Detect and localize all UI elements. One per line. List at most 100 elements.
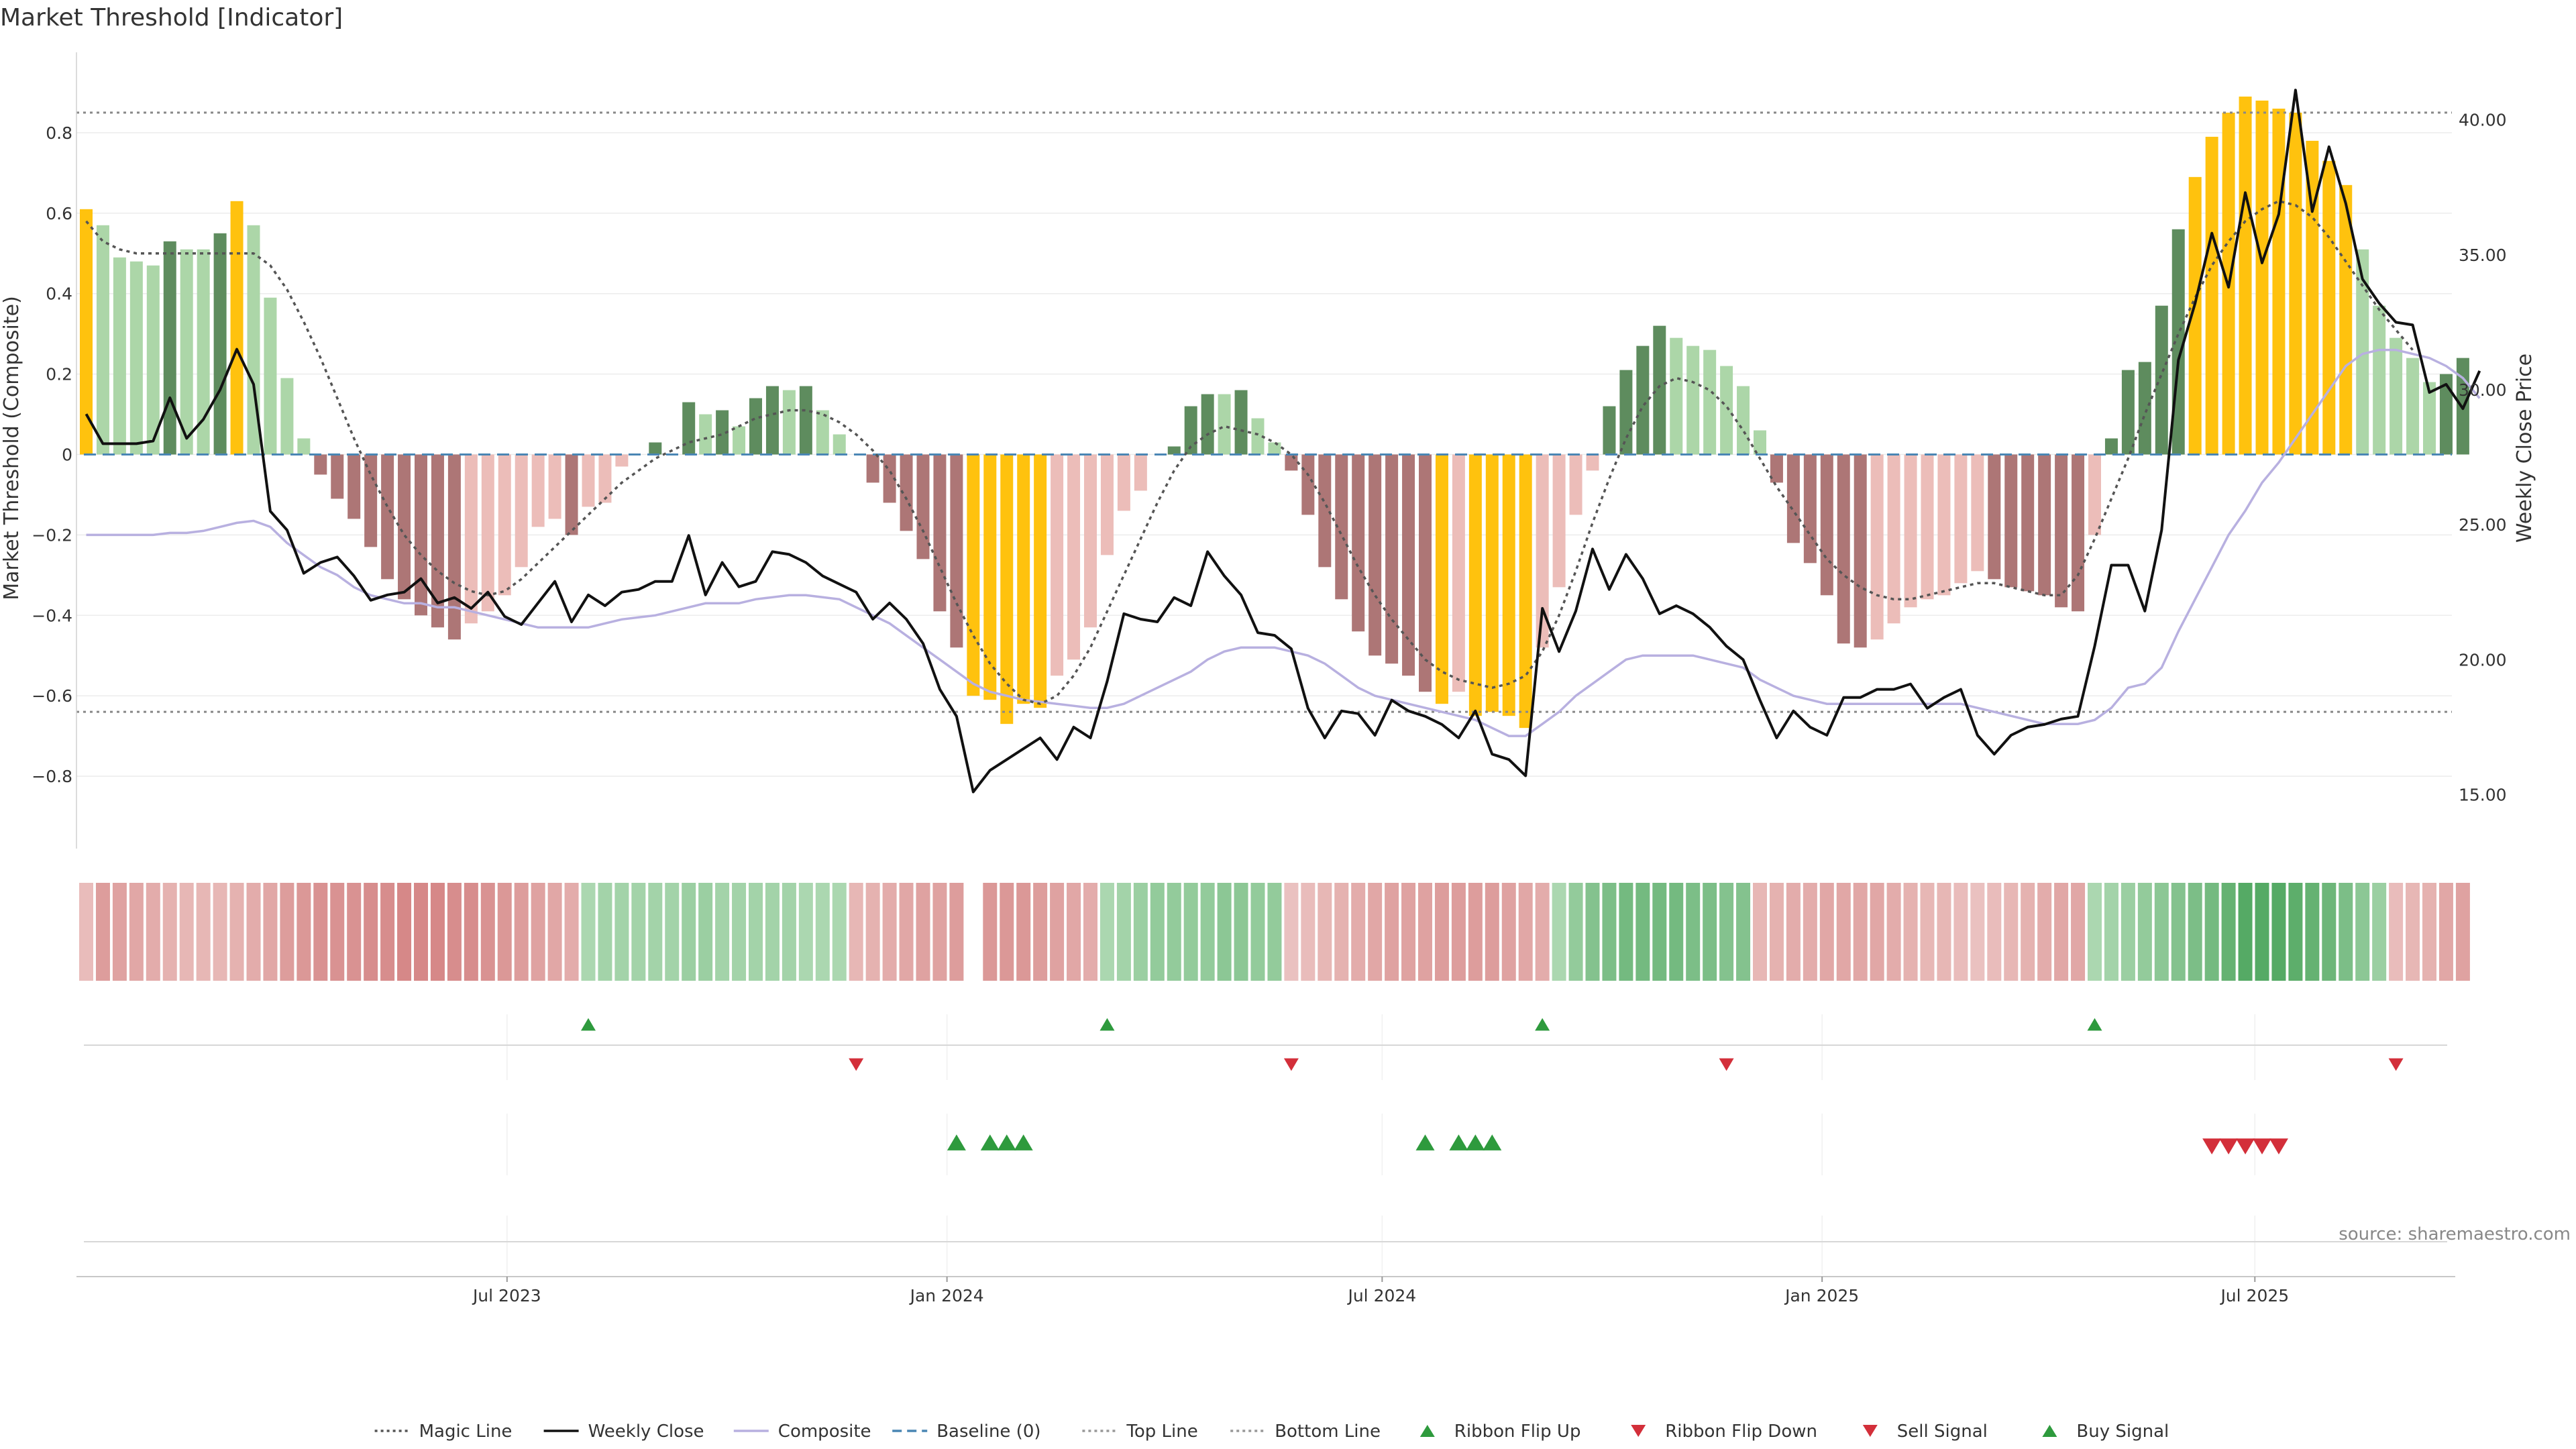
threshold-bar bbox=[1485, 454, 1499, 712]
ribbon-cell bbox=[95, 883, 110, 981]
ribbon-cell bbox=[2171, 883, 2186, 981]
threshold-bar bbox=[2255, 100, 2269, 455]
legend-label: Buy Signal bbox=[2076, 1421, 2169, 1442]
axes: −0.8 −0.6 −0.4 −0.2 0 0.2 0.4 0.6 0.8 15.00 20.00 2… bbox=[32, 52, 2507, 849]
threshold-bar bbox=[280, 378, 294, 455]
threshold-bar bbox=[415, 454, 427, 616]
threshold-bar bbox=[1770, 454, 1783, 483]
ribbon-cell bbox=[1719, 883, 1734, 981]
ribbon-cell bbox=[1284, 883, 1299, 981]
threshold-bar bbox=[799, 386, 812, 455]
ribbon-cell bbox=[1753, 883, 1767, 981]
threshold-bar bbox=[2121, 370, 2135, 455]
ribbon-cell bbox=[162, 883, 177, 981]
sell-signal-marker bbox=[2219, 1138, 2239, 1155]
y2-tick-label: 15.00 bbox=[2459, 786, 2507, 805]
ribbon-cell bbox=[196, 883, 211, 981]
ribbon-cell bbox=[815, 883, 830, 981]
ribbon-cell bbox=[1987, 883, 2002, 981]
threshold-bar bbox=[146, 265, 160, 455]
ribbon-cell bbox=[698, 883, 713, 981]
threshold-bar bbox=[1352, 454, 1365, 632]
y-tick-label: 0.4 bbox=[46, 284, 72, 304]
ribbon-cell bbox=[2021, 883, 2035, 981]
threshold-bar bbox=[1502, 454, 1515, 716]
threshold-bar bbox=[129, 261, 143, 455]
sell-signal-marker bbox=[2253, 1138, 2271, 1155]
legend-swatch bbox=[1419, 1425, 1435, 1437]
ribbon-cell bbox=[2255, 883, 2269, 981]
threshold-bar bbox=[2439, 374, 2453, 455]
threshold-bar bbox=[247, 225, 260, 455]
composite-line bbox=[86, 348, 2481, 737]
ribbon-cell bbox=[464, 883, 478, 981]
legend-swatch bbox=[1862, 1425, 1878, 1437]
threshold-bar bbox=[1117, 454, 1130, 511]
ribbon-cell bbox=[1970, 883, 1985, 981]
legend: Magic Line Weekly Close Composite Baseline … bbox=[374, 1421, 2169, 1442]
threshold-bar bbox=[1870, 454, 1884, 640]
threshold-bar bbox=[1653, 325, 1666, 455]
legend-label: Weekly Close bbox=[588, 1421, 704, 1442]
ribbon-cell bbox=[665, 883, 680, 981]
threshold-bar bbox=[1837, 454, 1850, 644]
legend-item: Ribbon Flip Up bbox=[1419, 1421, 1580, 1442]
ribbon-cell bbox=[1786, 883, 1801, 981]
ribbon-cell bbox=[564, 883, 579, 981]
ribbon-cell bbox=[1501, 883, 1516, 981]
threshold-bar bbox=[1301, 454, 1315, 515]
ribbon-cell bbox=[2305, 883, 2320, 981]
y-tick-label: −0.6 bbox=[32, 686, 72, 706]
threshold-bar bbox=[765, 386, 779, 455]
ribbon-cell bbox=[129, 883, 144, 981]
y-tick-label: 0.6 bbox=[46, 204, 72, 223]
threshold-bar bbox=[548, 454, 561, 519]
threshold-bar bbox=[1636, 345, 1650, 455]
legend-item: Top Line bbox=[1082, 1421, 1198, 1442]
series-lines bbox=[76, 89, 2481, 794]
ribbon-cell bbox=[2054, 883, 2069, 981]
ribbon-cell bbox=[263, 883, 278, 981]
ribbon-cell bbox=[2322, 883, 2337, 981]
x-tick-label: Jan 2025 bbox=[1784, 1286, 1859, 1305]
ribbon-cell bbox=[1267, 883, 1282, 981]
buy-signal-marker bbox=[1483, 1134, 1502, 1150]
ribbon-cell bbox=[916, 883, 930, 981]
ribbon-cell bbox=[146, 883, 160, 981]
y-tick-label: 0.2 bbox=[46, 365, 72, 384]
threshold-bar bbox=[983, 454, 997, 700]
threshold-bar bbox=[96, 225, 109, 455]
ribbon-cell bbox=[1016, 883, 1031, 981]
ribbon-cell bbox=[229, 883, 244, 981]
ribbon-cell bbox=[2406, 883, 2420, 981]
threshold-bar bbox=[347, 454, 361, 519]
threshold-bar bbox=[113, 257, 126, 455]
ribbon-cell bbox=[1401, 883, 1416, 981]
legend-item: Composite bbox=[733, 1421, 871, 1442]
threshold-bar bbox=[2390, 337, 2403, 455]
ribbon-cell bbox=[1485, 883, 1499, 981]
threshold-bar bbox=[1335, 454, 1348, 600]
threshold-bar bbox=[2406, 358, 2420, 455]
x-tick-label: Jul 2024 bbox=[1346, 1286, 1416, 1305]
ribbon-cell bbox=[1050, 883, 1065, 981]
ribbon-cell bbox=[2288, 883, 2303, 981]
ribbon-cell bbox=[1167, 883, 1181, 981]
threshold-bar bbox=[80, 209, 93, 455]
threshold-bar bbox=[1754, 430, 1766, 455]
legend-item: Baseline (0) bbox=[892, 1421, 1041, 1442]
ribbon-flip-down-marker bbox=[1719, 1058, 1734, 1071]
threshold-bar bbox=[1904, 454, 1917, 608]
buy-signal-marker bbox=[1449, 1134, 1468, 1150]
ribbon-heatmap bbox=[79, 883, 2470, 981]
threshold-bar bbox=[398, 454, 411, 600]
ribbon-cell bbox=[497, 883, 512, 981]
threshold-bar bbox=[816, 410, 829, 455]
ribbon-cell bbox=[849, 883, 863, 981]
legend-label: Composite bbox=[778, 1421, 871, 1442]
legend-label: Top Line bbox=[1126, 1421, 1197, 1442]
threshold-bar bbox=[498, 454, 511, 596]
ribbon-cell bbox=[1434, 883, 1449, 981]
ribbon-cell bbox=[1652, 883, 1667, 981]
